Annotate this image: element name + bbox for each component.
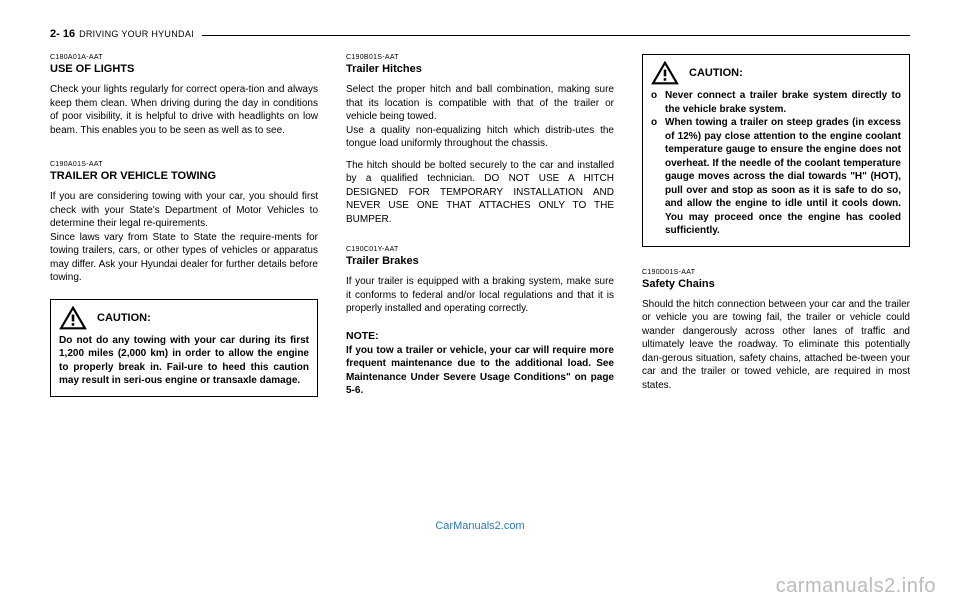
column-1: C180A01A-AAT USE OF LIGHTS Check your li… — [50, 54, 318, 406]
page-number: 2- 16 — [50, 28, 75, 40]
caution-title: CAUTION: — [689, 67, 743, 79]
spacer — [642, 247, 910, 269]
caution-box: CAUTION: Do not do any towing with your … — [50, 299, 318, 397]
section-title: TRAILER OR VEHICLE TOWING — [50, 170, 318, 182]
section-code: C190B01S-AAT — [346, 54, 614, 61]
caution-header: CAUTION: — [59, 306, 309, 330]
section-title: USE OF LIGHTS — [50, 63, 318, 75]
section-body: Select the proper hitch and ball combina… — [346, 83, 614, 151]
caution-item: o When towing a trailer on steep grades … — [651, 116, 901, 238]
three-column-layout: C180A01A-AAT USE OF LIGHTS Check your li… — [50, 54, 910, 406]
caution-item-text: When towing a trailer on steep grades (i… — [665, 116, 901, 238]
manual-page: 2- 16 DRIVING YOUR HYUNDAI C180A01A-AAT … — [0, 0, 960, 406]
watermark: carmanuals2.info — [776, 575, 936, 598]
section-body: Check your lights regularly for correct … — [50, 83, 318, 137]
caution-item-text: Never connect a trailer brake system dir… — [665, 89, 901, 116]
note-text: If you tow a trailer or vehicle, your ca… — [346, 344, 614, 398]
section-code: C180A01A-AAT — [50, 54, 318, 61]
bullet: o — [651, 116, 665, 238]
warning-icon — [59, 306, 87, 330]
section-body: The hitch should be bolted securely to t… — [346, 159, 614, 227]
caution-item: o Never connect a trailer brake system d… — [651, 89, 901, 116]
spacer — [50, 151, 318, 161]
section-title: Trailer Brakes — [346, 255, 614, 267]
caution-title: CAUTION: — [97, 312, 151, 324]
page-header: 2- 16 DRIVING YOUR HYUNDAI — [50, 28, 910, 40]
note-title: NOTE: — [346, 330, 614, 342]
caution-box: CAUTION: o Never connect a trailer brake… — [642, 54, 910, 247]
section-code: C190C01Y-AAT — [346, 246, 614, 253]
section-code: C190D01S-AAT — [642, 269, 910, 276]
footer-link[interactable]: CarManuals2.com — [0, 520, 960, 532]
header-rule — [202, 35, 910, 36]
caution-header: CAUTION: — [651, 61, 901, 85]
section-body: Should the hitch connection between your… — [642, 298, 910, 393]
warning-icon — [651, 61, 679, 85]
column-2: C190B01S-AAT Trailer Hitches Select the … — [346, 54, 614, 406]
section-title: Safety Chains — [642, 278, 910, 290]
section-code: C190A01S-AAT — [50, 161, 318, 168]
bullet: o — [651, 89, 665, 116]
section-title: Trailer Hitches — [346, 63, 614, 75]
caution-list: o Never connect a trailer brake system d… — [651, 89, 901, 238]
section-heading: DRIVING YOUR HYUNDAI — [79, 29, 194, 39]
caution-text: Do not do any towing with your car durin… — [59, 334, 309, 388]
column-3: CAUTION: o Never connect a trailer brake… — [642, 54, 910, 406]
section-body: If your trailer is equipped with a braki… — [346, 275, 614, 316]
section-body: If you are considering towing with your … — [50, 190, 318, 285]
